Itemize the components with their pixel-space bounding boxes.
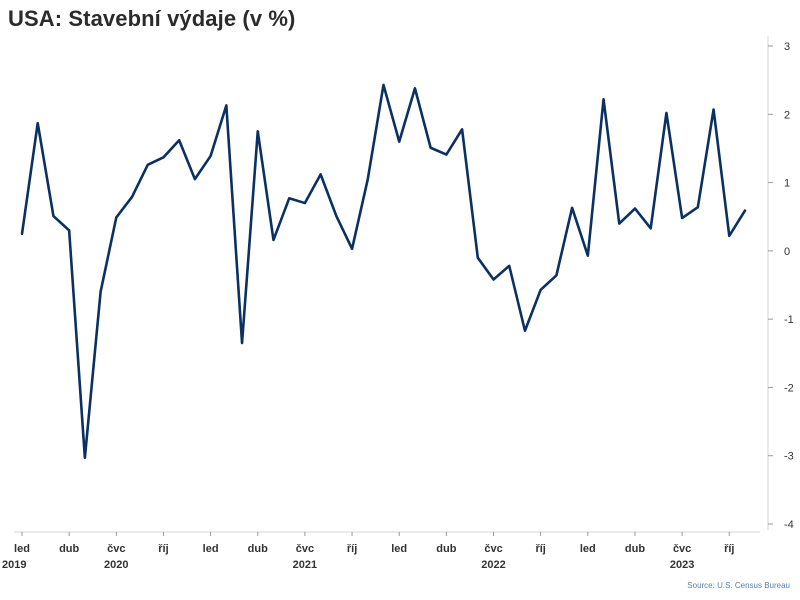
data-point [68, 229, 71, 232]
x-tick-month-label: led [580, 543, 596, 555]
y-tick-label: 0 [784, 246, 790, 258]
data-point [508, 265, 511, 268]
data-point [429, 146, 432, 149]
data-point [131, 196, 134, 199]
x-tick-year-label: 2021 [293, 559, 317, 571]
data-point [194, 178, 197, 181]
x-tick-month-label: led [391, 543, 407, 555]
data-point [256, 130, 259, 133]
data-point [272, 239, 275, 242]
x-tick-year-label: 2023 [670, 559, 694, 571]
x-tick-year-label: 2020 [104, 559, 128, 571]
x-tick-month-label: říj [724, 543, 734, 555]
data-point [728, 235, 731, 238]
data-point [587, 254, 590, 257]
y-tick-label: -3 [784, 451, 794, 463]
data-point [366, 178, 369, 181]
data-point [492, 278, 495, 281]
data-point [712, 108, 715, 111]
data-point [36, 122, 39, 125]
x-tick-month-label: říj [347, 543, 357, 555]
data-point [99, 291, 102, 294]
data-point [665, 112, 668, 115]
x-tick-month-label: čvc [484, 543, 502, 555]
data-point [52, 215, 55, 218]
series-line [20, 83, 747, 460]
y-tick-label: 2 [784, 109, 790, 121]
data-point [115, 216, 118, 219]
data-point [697, 206, 700, 209]
data-point [335, 215, 338, 218]
data-point [539, 288, 542, 291]
x-tick-year-label: 2019 [2, 559, 26, 571]
y-tick-label: 1 [784, 178, 790, 190]
data-point [178, 139, 181, 142]
data-point [649, 227, 652, 230]
data-point [288, 197, 291, 200]
source-note: Source: U.S. Census Bureau [687, 581, 790, 590]
y-tick-label: 3 [784, 41, 790, 53]
data-point [461, 128, 464, 131]
x-tick-month-label: čvc [673, 543, 691, 555]
data-point [524, 329, 527, 332]
x-tick-month-label: led [203, 543, 219, 555]
data-point [304, 202, 307, 205]
y-axis: 3 2 1 0 -1 -2 -3 -4 [767, 36, 794, 531]
data-point [571, 207, 574, 210]
data-point [414, 87, 417, 90]
x-tick-month-label: čvc [107, 543, 125, 555]
data-point [209, 155, 212, 158]
x-tick-month-label: dub [59, 543, 79, 555]
x-tick-month-label: říj [535, 543, 545, 555]
data-point [351, 248, 354, 251]
x-tick-month-label: led [14, 543, 30, 555]
data-point [477, 256, 480, 259]
data-point [634, 207, 637, 210]
x-tick-month-label: říj [158, 543, 168, 555]
x-axis: led 2019 dub čvc 2020 říj led dub čvc 2021 říj led d… [2, 531, 760, 571]
y-tick-label: -1 [784, 314, 794, 326]
data-point [618, 222, 621, 225]
x-tick-month-label: dub [436, 543, 456, 555]
data-point [555, 274, 558, 277]
data-point [602, 98, 605, 101]
data-point [146, 164, 149, 167]
y-tick-label: -4 [784, 519, 794, 531]
data-point [445, 153, 448, 156]
data-point [382, 84, 385, 87]
data-point [84, 456, 87, 459]
series-layer [20, 83, 747, 460]
data-point [225, 104, 228, 107]
x-tick-month-label: dub [625, 543, 645, 555]
data-point [162, 156, 165, 159]
data-point [319, 173, 322, 176]
data-point [241, 342, 244, 345]
x-tick-month-label: dub [248, 543, 268, 555]
chart-title: USA: Stavební výdaje (v %) [8, 6, 296, 31]
y-tick-label: -2 [784, 382, 794, 394]
data-point [681, 217, 684, 220]
x-tick-month-label: čvc [296, 543, 314, 555]
data-point [744, 209, 747, 212]
data-point [398, 140, 401, 143]
x-tick-year-label: 2022 [481, 559, 505, 571]
data-point [21, 232, 24, 235]
